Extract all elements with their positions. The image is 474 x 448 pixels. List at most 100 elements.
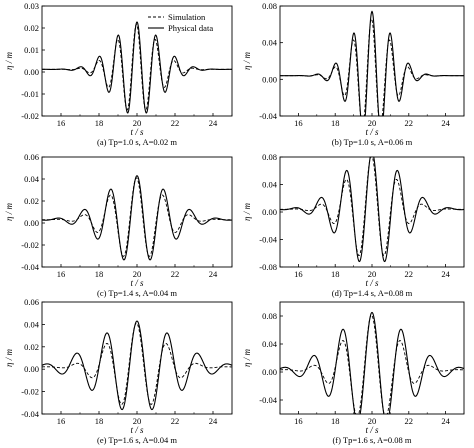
series-physical-data — [279, 311, 465, 415]
y-axis-label: η / m — [4, 203, 14, 221]
y-axis-label: η / m — [242, 52, 252, 70]
plot-frame — [279, 156, 465, 268]
x-tick-label: 22 — [405, 118, 414, 128]
plot-frame — [41, 156, 233, 268]
chart-panel-4: 16 18 20 22 24 -0.08 -0.04 0.00 0.04 0.08 η / m t /… — [242, 152, 465, 298]
x-tick-label: 16 — [57, 416, 66, 426]
y-tick-label: 0.00 — [262, 74, 277, 84]
x-tick-label: 18 — [331, 118, 340, 128]
chart-panel-3: 16 18 20 22 24 -0.04 -0.02 0.00 0.02 0.04 0.06 η / … — [4, 152, 233, 298]
x-tick-label: 16 — [294, 118, 303, 128]
x-tick-label: 20 — [368, 118, 377, 128]
x-axis-label: t / s — [365, 278, 379, 288]
panel-caption: (a) Tp=1.0 s, A=0.02 m — [97, 137, 177, 147]
y-tick-label: -0.04 — [259, 111, 277, 121]
y-tick-label: -0.01 — [21, 89, 39, 99]
x-tick-label: 18 — [331, 269, 340, 279]
panel-caption: (e) Tp=1.6 s, A=0.04 m — [97, 435, 177, 445]
y-tick-label: -0.08 — [259, 262, 277, 272]
chart-panel-5: 16 18 20 22 24 -0.04 -0.02 0.00 0.02 0.04 0.06 η / … — [4, 297, 233, 445]
series-simulation — [41, 177, 233, 257]
x-tick-label: 20 — [368, 269, 377, 279]
y-tick-label: -0.02 — [21, 387, 39, 397]
y-axis-label: η / m — [242, 349, 252, 367]
y-axis-label: η / m — [242, 203, 252, 221]
y-tick-label: -0.04 — [259, 395, 277, 405]
x-tick-label: 22 — [171, 269, 180, 279]
y-tick-label: 0.04 — [262, 180, 278, 190]
x-tick-label: 24 — [441, 416, 450, 426]
y-tick-label: 0.00 — [24, 364, 39, 374]
legend-label-physical: Physical data — [168, 23, 213, 33]
x-tick-label: 16 — [294, 416, 303, 426]
panel-caption: (f) Tp=1.6 s, A=0.08 m — [332, 435, 411, 445]
y-tick-label: -0.04 — [21, 409, 39, 419]
x-tick-label: 16 — [57, 118, 66, 128]
x-tick-label: 18 — [95, 269, 104, 279]
x-axis-label: t / s — [130, 425, 144, 435]
series-physical-data — [42, 21, 232, 114]
x-tick-label: 18 — [95, 118, 104, 128]
x-axis-label: t / s — [130, 127, 144, 137]
x-tick-label: 24 — [441, 269, 450, 279]
panel-caption: (d) Tp=1.4 s, A=0.08 m — [332, 288, 413, 298]
x-tick-label: 24 — [209, 269, 218, 279]
series-physical-data — [41, 320, 233, 411]
x-tick-label: 16 — [294, 269, 303, 279]
series-simulation — [279, 156, 464, 256]
y-tick-label: 0.06 — [24, 297, 39, 307]
y-tick-label: 0.04 — [262, 38, 278, 48]
y-tick-label: -0.02 — [21, 111, 39, 121]
y-tick-label: 0.00 — [262, 207, 277, 217]
y-tick-label: 0.00 — [24, 218, 39, 228]
y-axis-label: η / m — [4, 52, 14, 70]
x-axis-label: t / s — [130, 278, 144, 288]
chart-panel-1: 16 18 20 22 24 -0.02 -0.01 0.00 0.01 0.02 0.03 η / … — [4, 1, 233, 147]
y-tick-label: 0.01 — [24, 45, 39, 55]
y-axis-label: η / m — [4, 349, 14, 367]
y-tick-label: 0.04 — [24, 174, 40, 184]
y-tick-label: 0.02 — [24, 23, 39, 33]
x-tick-label: 20 — [368, 416, 377, 426]
y-tick-label: 0.08 — [262, 1, 277, 11]
x-tick-label: 24 — [441, 118, 450, 128]
x-tick-label: 22 — [405, 269, 414, 279]
series-physical-data — [279, 156, 465, 263]
y-tick-label: 0.04 — [24, 319, 40, 329]
y-tick-label: -0.04 — [259, 235, 277, 245]
legend-label-simulation: Simulation — [168, 12, 206, 22]
chart-panel-6: 16 18 20 22 24 -0.04 0.00 0.04 0.08 η / m t / s(f)… — [242, 301, 465, 445]
x-tick-label: 16 — [57, 269, 66, 279]
plot-frame — [279, 301, 465, 415]
series-simulation — [42, 23, 232, 111]
y-tick-label: 0.08 — [262, 152, 277, 162]
y-tick-label: -0.04 — [21, 262, 39, 272]
x-axis-label: t / s — [365, 425, 379, 435]
x-tick-label: 22 — [171, 118, 180, 128]
series-simulation — [41, 322, 233, 405]
y-tick-label: 0.02 — [24, 342, 39, 352]
y-tick-label: 0.06 — [24, 152, 39, 162]
series-simulation — [280, 18, 464, 117]
y-tick-label: 0.00 — [24, 67, 39, 77]
series-simulation — [279, 314, 465, 415]
x-tick-label: 20 — [133, 269, 142, 279]
chart-panel-2: 16 18 20 22 24 -0.04 0.00 0.04 0.08 η / m t / s(b)… — [242, 1, 465, 147]
y-tick-label: 0.00 — [262, 367, 277, 377]
x-tick-label: 24 — [209, 118, 218, 128]
x-tick-label: 20 — [133, 118, 142, 128]
y-tick-label: 0.04 — [262, 339, 278, 349]
series-physical-data — [41, 175, 233, 261]
plot-frame — [279, 5, 465, 117]
y-tick-label: -0.02 — [21, 240, 39, 250]
y-tick-label: 0.03 — [24, 1, 39, 11]
panel-caption: (c) Tp=1.4 s, A=0.04 m — [97, 288, 177, 298]
x-tick-label: 20 — [133, 416, 142, 426]
panel-caption: (b) Tp=1.0 s, A=0.06 m — [332, 137, 413, 147]
plot-frame — [41, 301, 233, 415]
x-tick-label: 22 — [405, 416, 414, 426]
series-physical-data — [280, 10, 464, 117]
y-tick-label: 0.02 — [24, 196, 39, 206]
x-tick-label: 18 — [95, 416, 104, 426]
